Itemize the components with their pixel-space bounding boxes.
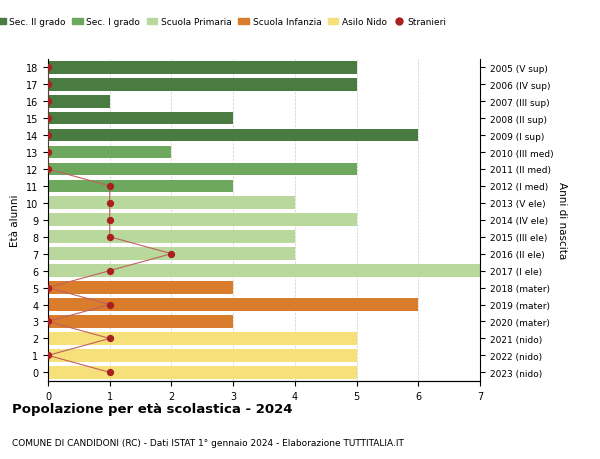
Point: [43, 132, 53, 140]
Bar: [48, 248, 295, 260]
Y-axis label: Età alunni: Età alunni: [10, 194, 20, 246]
Bar: [48, 315, 233, 328]
Bar: [48, 349, 356, 362]
Bar: [48, 95, 110, 108]
Bar: [48, 163, 356, 176]
Point: [43, 81, 53, 89]
Point: [43, 318, 53, 325]
Point: [43, 352, 53, 359]
Bar: [48, 146, 172, 159]
Bar: [48, 298, 418, 311]
Bar: [48, 112, 233, 125]
Point: [167, 251, 176, 258]
Y-axis label: Anni di nascita: Anni di nascita: [557, 182, 567, 259]
Point: [43, 115, 53, 123]
Bar: [48, 197, 295, 210]
Point: [105, 268, 115, 275]
Legend: Sec. II grado, Sec. I grado, Scuola Primaria, Scuola Infanzia, Asilo Nido, Stran: Sec. II grado, Sec. I grado, Scuola Prim…: [0, 14, 451, 31]
Bar: [48, 282, 233, 294]
Point: [43, 149, 53, 157]
Point: [43, 98, 53, 106]
Point: [43, 284, 53, 291]
Point: [105, 369, 115, 376]
Bar: [48, 366, 356, 379]
Point: [105, 217, 115, 224]
Point: [105, 200, 115, 207]
Bar: [48, 231, 295, 244]
Bar: [48, 265, 480, 277]
Point: [105, 183, 115, 190]
Point: [43, 64, 53, 72]
Bar: [48, 180, 233, 193]
Bar: [48, 332, 356, 345]
Text: COMUNE DI CANDIDONI (RC) - Dati ISTAT 1° gennaio 2024 - Elaborazione TUTTITALIA.: COMUNE DI CANDIDONI (RC) - Dati ISTAT 1°…: [12, 438, 404, 448]
Bar: [48, 78, 356, 91]
Point: [105, 234, 115, 241]
Bar: [48, 62, 356, 74]
Bar: [48, 129, 418, 142]
Bar: [48, 214, 356, 227]
Text: Popolazione per età scolastica - 2024: Popolazione per età scolastica - 2024: [12, 403, 293, 415]
Point: [105, 335, 115, 342]
Point: [105, 301, 115, 308]
Point: [43, 166, 53, 173]
